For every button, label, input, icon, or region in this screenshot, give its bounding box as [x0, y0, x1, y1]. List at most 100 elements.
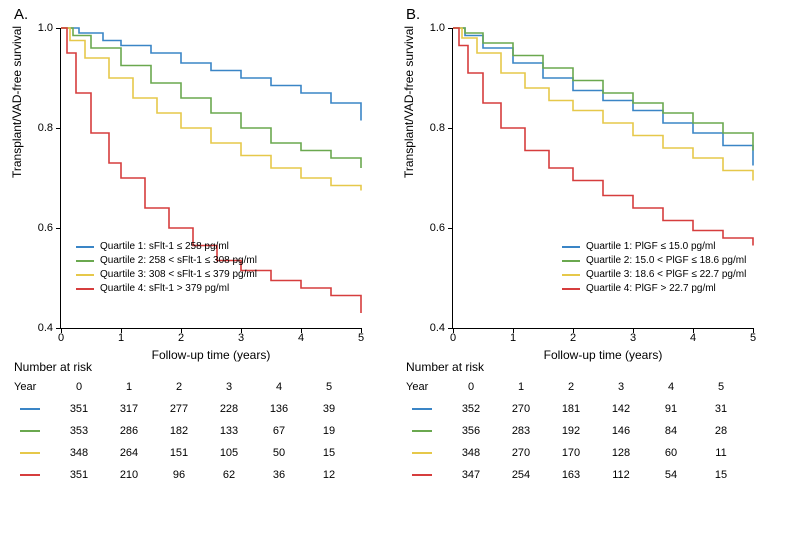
risk-table-header: Year012345 [406, 376, 766, 398]
risk-year-value: 0 [446, 381, 496, 393]
legend-row: Quartile 1: sFlt-1 ≤ 258 pg/ml [76, 240, 257, 254]
risk-cell: 353 [54, 425, 104, 437]
y-tick-label: 0.8 [415, 122, 445, 134]
risk-year-value: 3 [596, 381, 646, 393]
km-curve-q2 [61, 28, 361, 168]
risk-cell: 84 [646, 425, 696, 437]
risk-table-header: Year012345 [14, 376, 374, 398]
legend-row: Quartile 1: PlGF ≤ 15.0 pg/ml [562, 240, 746, 254]
legend-swatch [562, 274, 580, 276]
risk-cell: 356 [446, 425, 496, 437]
risk-row-swatch-cell [406, 452, 446, 454]
risk-year-value: 2 [546, 381, 596, 393]
risk-cell: 170 [546, 447, 596, 459]
legend-swatch [76, 274, 94, 276]
risk-row-swatch [412, 474, 432, 476]
legend-row: Quartile 4: PlGF > 22.7 pg/ml [562, 282, 746, 296]
risk-row-swatch-cell [14, 474, 54, 476]
risk-table: Number at risk Year0123453513172772281363… [14, 360, 374, 486]
risk-cell: 50 [254, 447, 304, 459]
risk-row: 35131727722813639 [14, 398, 374, 420]
x-tick-label: 0 [450, 332, 456, 344]
risk-cell: 277 [154, 403, 204, 415]
risk-cell: 133 [204, 425, 254, 437]
panel-b: B.0.40.60.81.0012345Follow-up time (year… [392, 0, 784, 535]
x-tick-label: 4 [690, 332, 696, 344]
y-tick-label: 0.6 [415, 222, 445, 234]
legend-label: Quartile 2: 258 < sFlt-1 ≤ 308 pg/ml [100, 254, 257, 268]
y-tick-label: 0.6 [23, 222, 53, 234]
risk-cell: 286 [104, 425, 154, 437]
risk-cell: 151 [154, 447, 204, 459]
x-tick-label: 2 [570, 332, 576, 344]
x-tick-label: 4 [298, 332, 304, 344]
risk-cell: 112 [596, 469, 646, 481]
risk-cell: 12 [304, 469, 354, 481]
risk-row-swatch-cell [14, 452, 54, 454]
risk-table-title: Number at risk [14, 360, 374, 374]
risk-cell: 181 [546, 403, 596, 415]
risk-row: 3482701701286011 [406, 442, 766, 464]
km-curve-q1 [453, 28, 753, 166]
risk-row: 3482641511055015 [14, 442, 374, 464]
x-tick-label: 2 [178, 332, 184, 344]
risk-row-swatch-cell [14, 408, 54, 410]
legend-row: Quartile 3: 308 < sFlt-1 ≤ 379 pg/ml [76, 268, 257, 282]
legend-label: Quartile 1: PlGF ≤ 15.0 pg/ml [586, 240, 715, 254]
risk-year-label: Year [406, 381, 446, 393]
risk-cell: 105 [204, 447, 254, 459]
risk-cell: 91 [646, 403, 696, 415]
risk-year-value: 4 [646, 381, 696, 393]
legend-row: Quartile 4: sFlt-1 > 379 pg/ml [76, 282, 257, 296]
risk-cell: 317 [104, 403, 154, 415]
x-tick-label: 3 [630, 332, 636, 344]
legend-swatch [76, 260, 94, 262]
risk-cell: 163 [546, 469, 596, 481]
legend-swatch [76, 288, 94, 290]
risk-cell: 347 [446, 469, 496, 481]
legend-swatch [562, 246, 580, 248]
risk-year-value: 3 [204, 381, 254, 393]
risk-cell: 136 [254, 403, 304, 415]
legend-row: Quartile 2: 258 < sFlt-1 ≤ 308 pg/ml [76, 254, 257, 268]
risk-cell: 67 [254, 425, 304, 437]
figure: A.0.40.60.81.0012345Follow-up time (year… [0, 0, 785, 535]
km-curve-q4 [453, 28, 753, 246]
y-tick-label: 1.0 [23, 22, 53, 34]
risk-cell: 182 [154, 425, 204, 437]
legend-swatch [76, 246, 94, 248]
legend-row: Quartile 2: 15.0 < PlGF ≤ 18.6 pg/ml [562, 254, 746, 268]
risk-year-value: 0 [54, 381, 104, 393]
risk-cell: 39 [304, 403, 354, 415]
risk-cell: 62 [204, 469, 254, 481]
risk-row: 35121096623612 [14, 464, 374, 486]
x-tick-label: 1 [510, 332, 516, 344]
risk-cell: 270 [496, 403, 546, 415]
risk-year-value: 5 [304, 381, 354, 393]
panel-a: A.0.40.60.81.0012345Follow-up time (year… [0, 0, 392, 535]
legend-row: Quartile 3: 18.6 < PlGF ≤ 22.7 pg/ml [562, 268, 746, 282]
legend-label: Quartile 3: 308 < sFlt-1 ≤ 379 pg/ml [100, 268, 257, 282]
risk-row: 3562831921468428 [406, 420, 766, 442]
x-tick-label: 0 [58, 332, 64, 344]
legend: Quartile 1: sFlt-1 ≤ 258 pg/mlQuartile 2… [76, 240, 257, 296]
legend-swatch [562, 288, 580, 290]
risk-cell: 54 [646, 469, 696, 481]
risk-year-value: 2 [154, 381, 204, 393]
x-tick-label: 5 [358, 332, 364, 344]
risk-row-swatch [20, 452, 40, 454]
risk-cell: 146 [596, 425, 646, 437]
risk-row: 3472541631125415 [406, 464, 766, 486]
risk-year-value: 1 [104, 381, 154, 393]
risk-cell: 36 [254, 469, 304, 481]
risk-year-value: 5 [696, 381, 746, 393]
x-tick-label: 5 [750, 332, 756, 344]
risk-cell: 351 [54, 403, 104, 415]
risk-table: Number at riskYear0123453522701811429131… [406, 360, 766, 486]
risk-row: 3532861821336719 [14, 420, 374, 442]
risk-row-swatch [20, 408, 40, 410]
risk-cell: 210 [104, 469, 154, 481]
risk-cell: 31 [696, 403, 746, 415]
risk-cell: 270 [496, 447, 546, 459]
risk-cell: 348 [446, 447, 496, 459]
